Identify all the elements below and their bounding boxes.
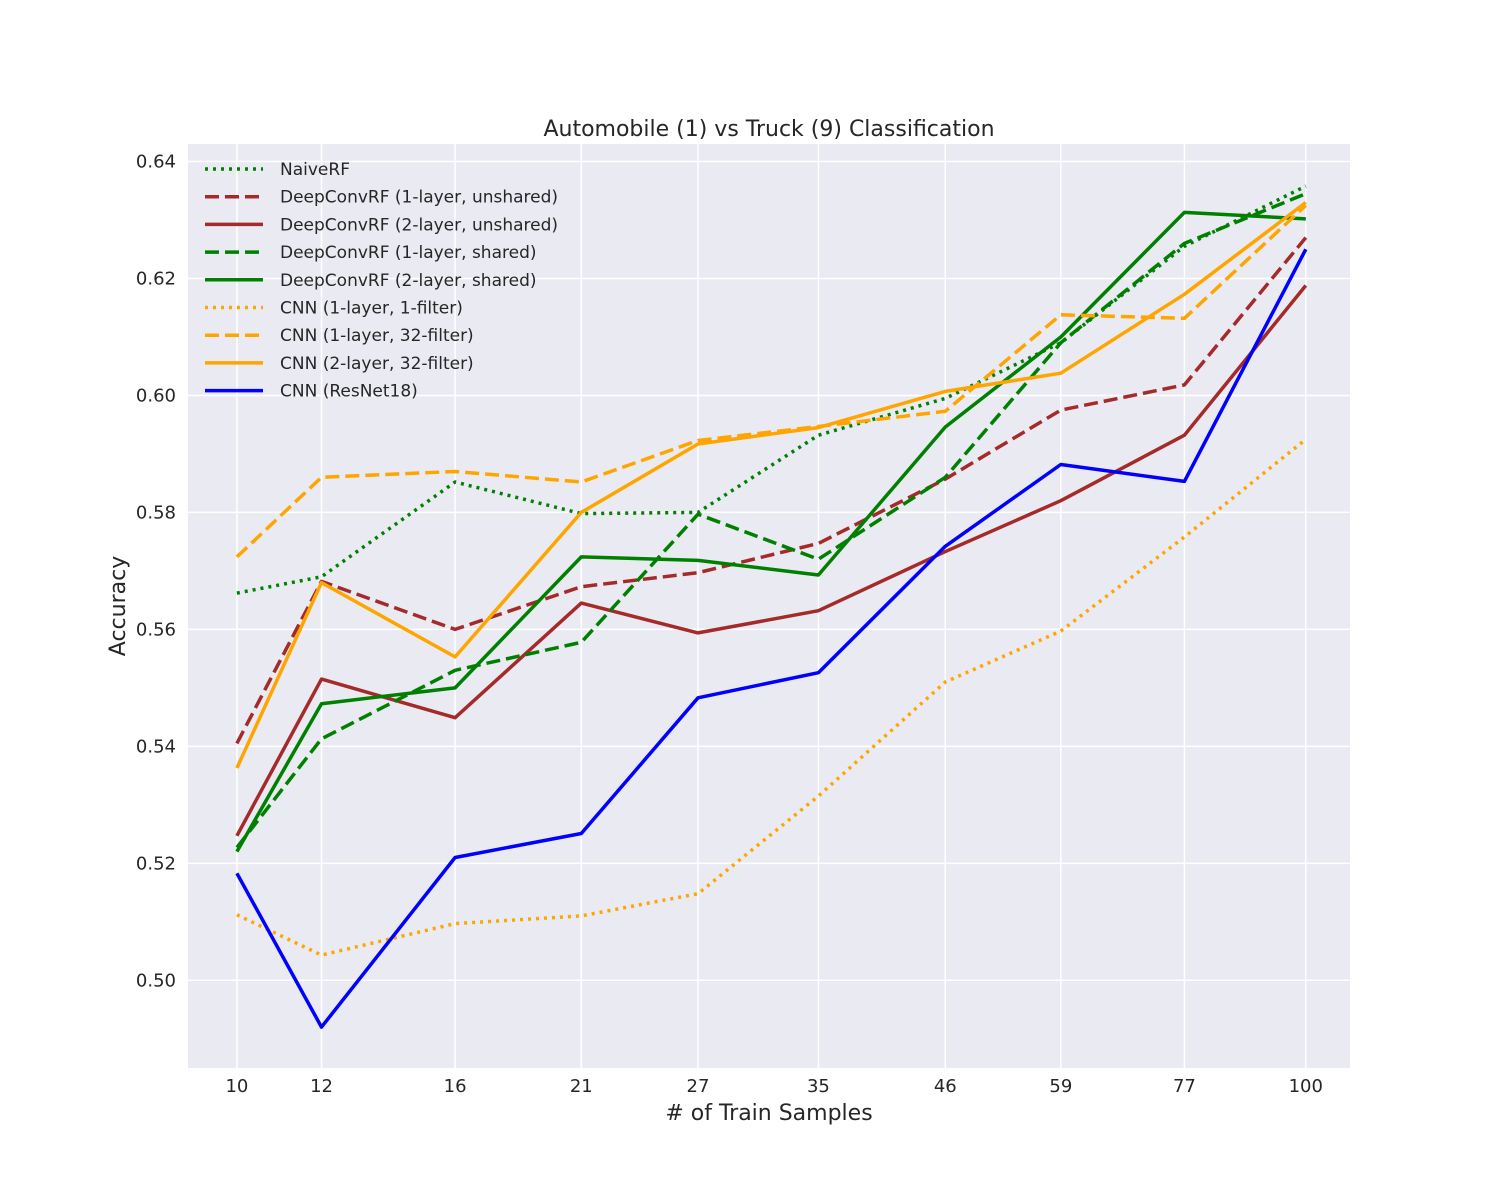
legend-label-cnn-resnet18: CNN (ResNet18): [280, 382, 418, 402]
y-tick-label: 0.54: [136, 736, 176, 757]
y-tick-label: 0.60: [136, 385, 176, 406]
x-tick-label: 35: [807, 1076, 830, 1097]
y-tick-label: 0.52: [136, 853, 176, 874]
y-tick-label: 0.58: [136, 502, 176, 523]
y-axis-title: Accuracy: [106, 556, 131, 656]
series-line-cnn-resnet18: [235, 248, 1308, 1029]
x-tick-labels: 10 12 16 21 27 35 46 59 77 100: [225, 1076, 1322, 1097]
series-line-cnn-1-layer-32-filter: [235, 204, 1307, 559]
series-line-cnn-2-layer-32-filter: [235, 201, 1307, 769]
x-tick-label: 100: [1289, 1076, 1323, 1097]
legend-label-cnn-1-layer-32-filter: CNN (1-layer, 32-filter): [280, 326, 474, 346]
legend-label-deepconvrf-2-layer-unshared: DeepConvRF (2-layer, unshared): [280, 215, 558, 235]
plot-area-background: [188, 144, 1350, 1068]
series-line-deepconvrf-1-layer-shared: [235, 192, 1307, 849]
series-lines: [235, 184, 1308, 1029]
series-line-deepconvrf-2-layer-unshared: [235, 284, 1308, 837]
x-tick-label: 27: [687, 1076, 710, 1097]
x-tick-label: 59: [1049, 1076, 1072, 1097]
x-tick-label: 16: [444, 1076, 467, 1097]
x-tick-label: 77: [1173, 1076, 1196, 1097]
grid-lines: [188, 144, 1350, 1068]
legend-label-naiverf: NaiveRF: [280, 160, 350, 180]
series-line-deepconvrf-1-layer-unshared: [235, 236, 1308, 745]
y-tick-label: 0.64: [136, 152, 176, 173]
x-tick-label: 21: [570, 1076, 593, 1097]
series-line-cnn-1-layer-1-filter: [236, 437, 1307, 957]
legend: NaiveRF DeepConvRF (1-layer, unshared) Dee…: [205, 160, 558, 402]
legend-label-deepconvrf-2-layer-shared: DeepConvRF (2-layer, shared): [280, 271, 537, 291]
x-tick-label: 10: [225, 1076, 248, 1097]
y-tick-label: 0.56: [136, 619, 176, 640]
legend-label-cnn-1-layer-1-filter: CNN (1-layer, 1-filter): [280, 299, 463, 319]
legend-label-deepconvrf-1-layer-unshared: DeepConvRF (1-layer, unshared): [280, 188, 558, 208]
x-axis-title: # of Train Samples: [665, 1101, 872, 1126]
x-tick-label: 12: [310, 1076, 333, 1097]
x-tick-label: 46: [934, 1076, 957, 1097]
y-tick-label: 0.50: [136, 970, 176, 991]
y-tick-label: 0.62: [136, 269, 176, 290]
chart-title: Automobile (1) vs Truck (9) Classificati…: [543, 117, 994, 142]
legend-label-cnn-2-layer-32-filter: CNN (2-layer, 32-filter): [280, 354, 474, 374]
series-line-deepconvrf-2-layer-shared: [235, 210, 1306, 853]
y-tick-labels: 0.50 0.52 0.54 0.56 0.58 0.60 0.62 0.64: [136, 152, 176, 992]
legend-label-deepconvrf-1-layer-shared: DeepConvRF (1-layer, shared): [280, 243, 537, 263]
